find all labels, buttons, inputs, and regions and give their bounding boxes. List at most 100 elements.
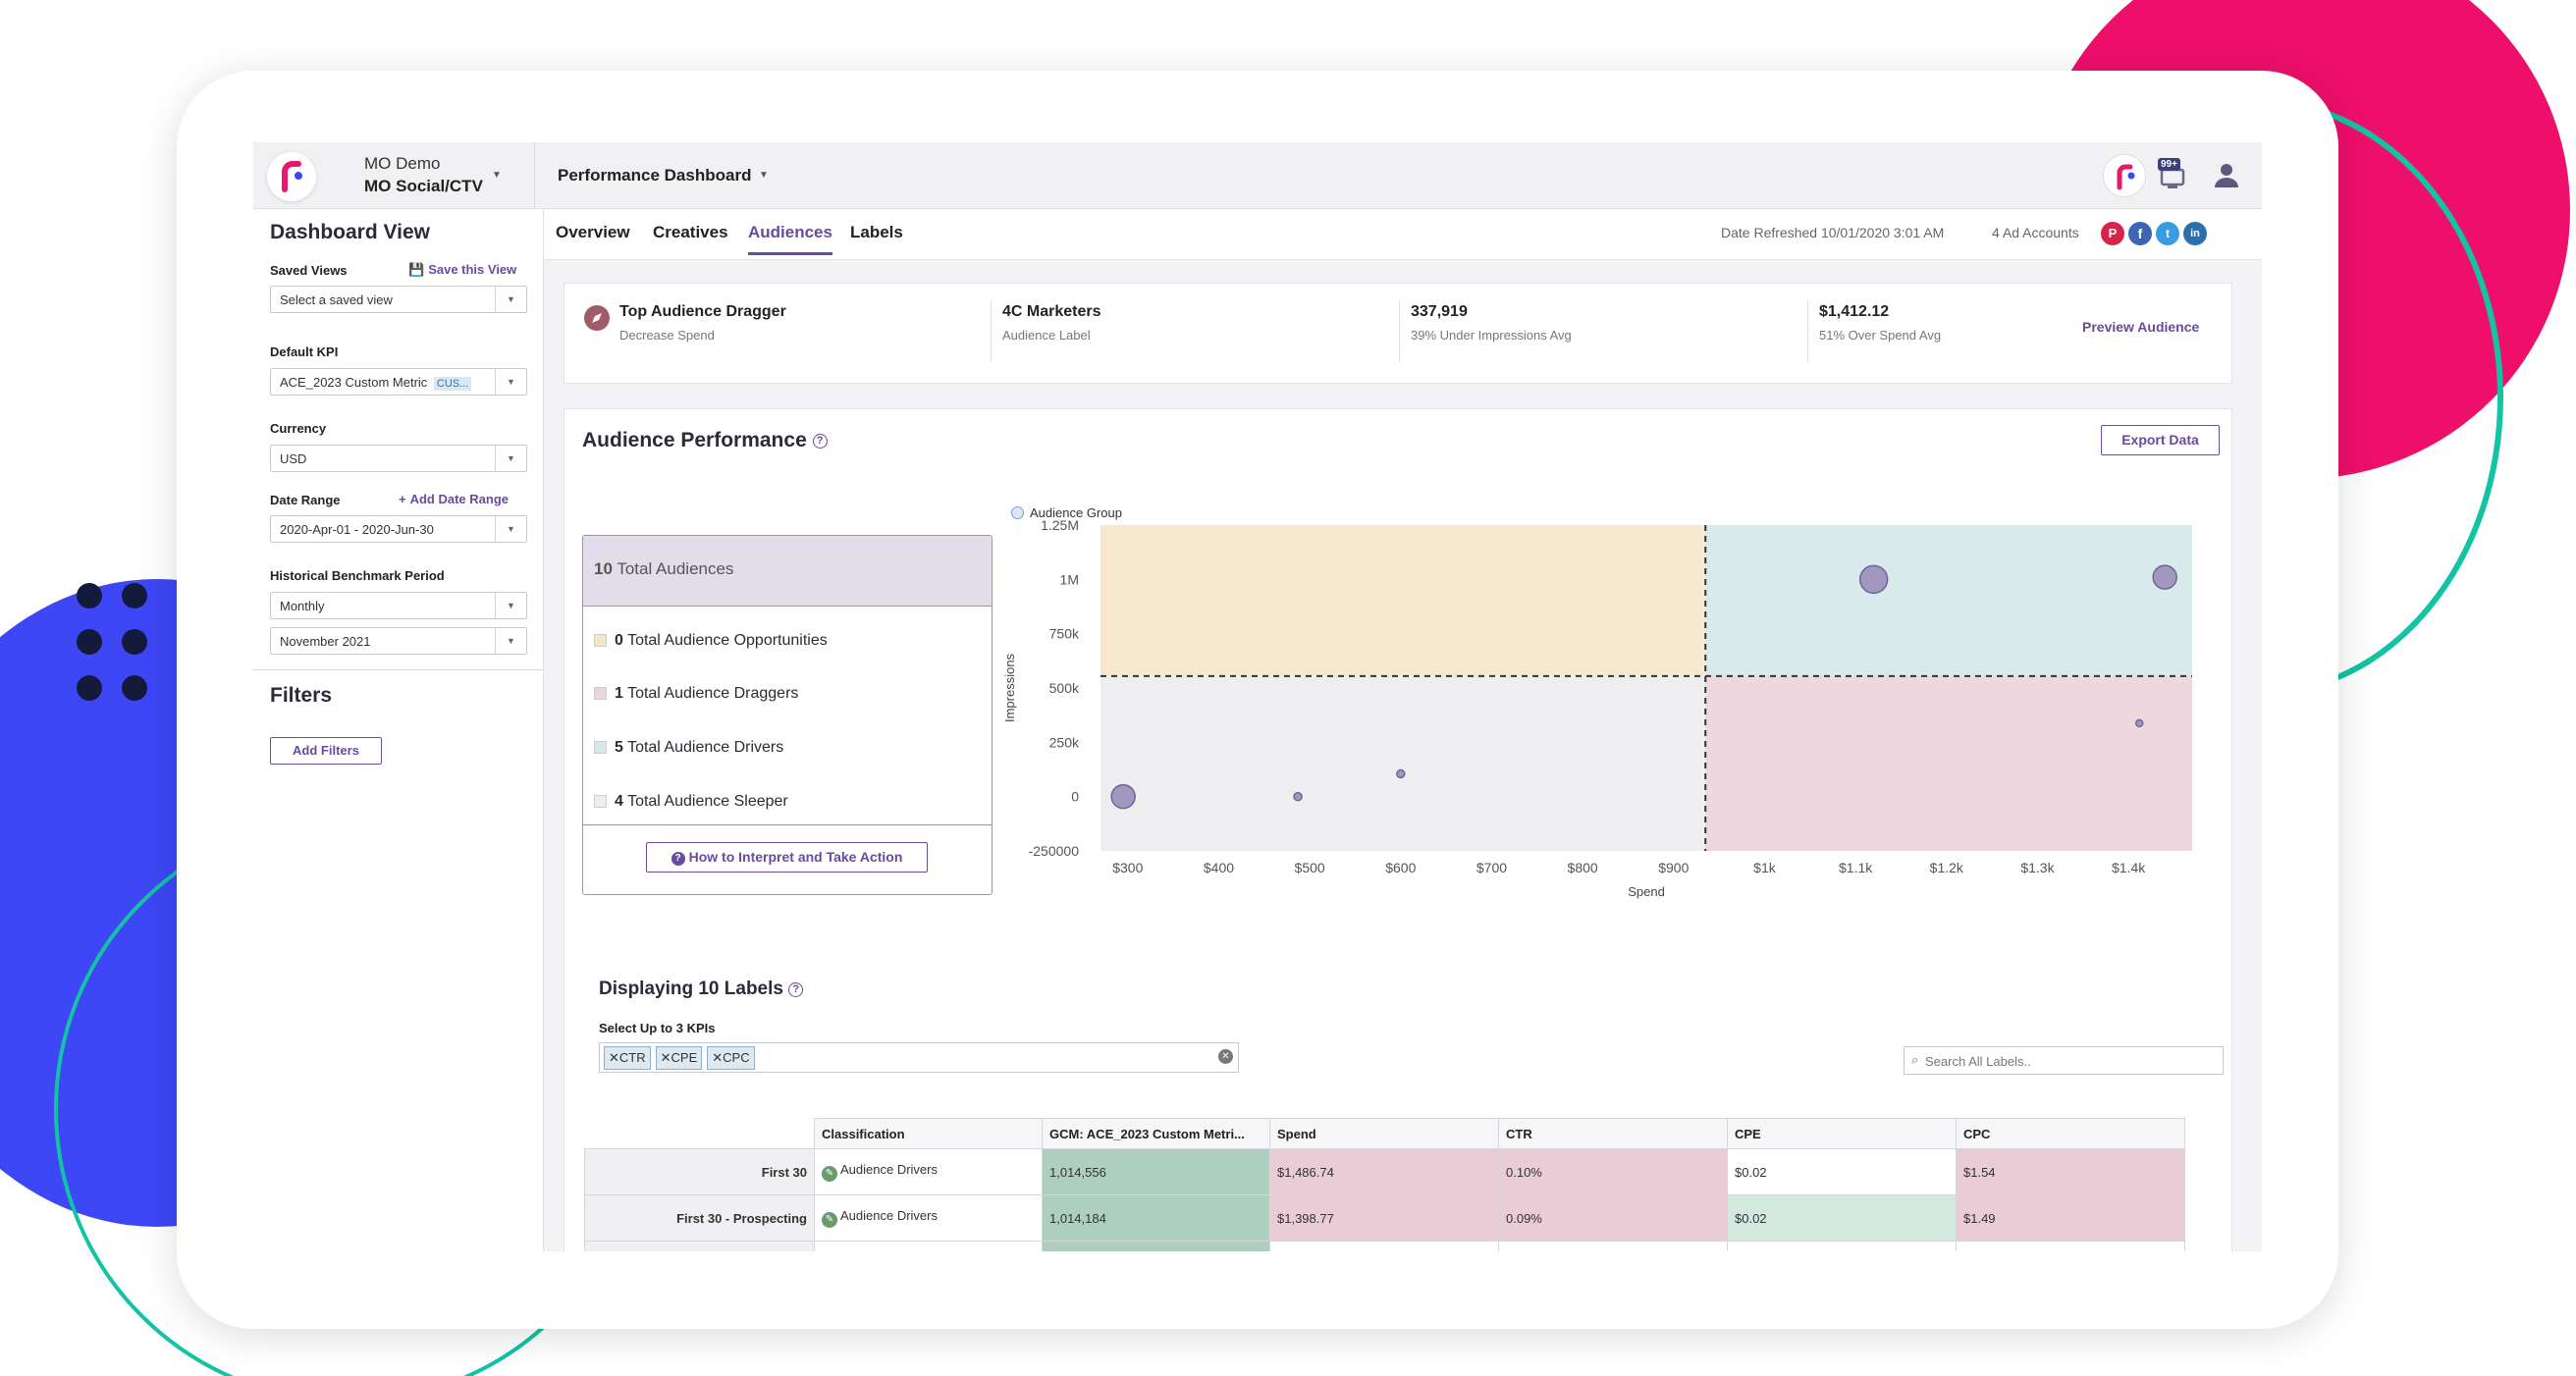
currency-select[interactable]: USD ▼ bbox=[270, 445, 527, 472]
user-avatar-icon[interactable] bbox=[2209, 158, 2244, 193]
row-label-name[interactable]: First 30 - Prospecting bbox=[584, 1194, 815, 1242]
tab-creatives[interactable]: Creatives bbox=[653, 223, 728, 241]
summary-label-name: 4C Marketers bbox=[1002, 303, 1101, 320]
dashboard-chevron-down-icon[interactable]: ▼ bbox=[759, 170, 769, 181]
save-view-link[interactable]: 💾 Save this View bbox=[408, 262, 516, 278]
chevron-down-icon: ▼ bbox=[495, 446, 526, 471]
kpi-multiselect[interactable]: ✕CTR ✕CPE ✕CPC ✕ bbox=[599, 1042, 1239, 1073]
benchmark-month-select[interactable]: November 2021 ▼ bbox=[270, 627, 527, 655]
x-tick-label: $1.3k bbox=[2020, 860, 2055, 875]
summary-divider bbox=[1807, 301, 1808, 362]
kpi-chip-cpc[interactable]: ✕CPC bbox=[707, 1046, 755, 1070]
benchmark-month-value: November 2021 bbox=[280, 634, 371, 649]
y-axis-label: Impressions bbox=[1002, 653, 1017, 722]
kpi-chip-label: CPE bbox=[671, 1050, 698, 1065]
logo[interactable] bbox=[267, 152, 316, 201]
cell-cpe: $0.02 bbox=[1727, 1194, 1957, 1242]
breakdown-divider bbox=[583, 824, 992, 825]
ad-accounts-count: 4 Ad Accounts bbox=[1992, 225, 2079, 240]
add-filters-button[interactable]: Add Filters bbox=[270, 737, 382, 765]
clear-all-icon[interactable]: ✕ bbox=[1218, 1049, 1233, 1064]
saved-views-label: Saved Views bbox=[270, 263, 348, 278]
kpi-chip-ctr[interactable]: ✕CTR bbox=[604, 1046, 651, 1070]
performance-title: Audience Performance ? bbox=[582, 429, 828, 452]
pinterest-icon[interactable]: P bbox=[2101, 222, 2124, 245]
search-placeholder: Search All Labels.. bbox=[1925, 1054, 2031, 1069]
how-to-interpret-button[interactable]: ? How to Interpret and Take Action bbox=[646, 842, 928, 873]
info-icon[interactable]: ? bbox=[788, 982, 804, 997]
performance-title-text: Audience Performance bbox=[582, 429, 807, 451]
date-range-select[interactable]: 2020-Apr-01 - 2020-Jun-30 ▼ bbox=[270, 515, 527, 543]
chart-marks: 1.25M 1M 750k 500k 250k 0 -250000 $300 $400 $500 $… bbox=[1002, 517, 2177, 899]
brand-logo-icon[interactable] bbox=[2103, 154, 2146, 197]
filters-title: Filters bbox=[270, 684, 333, 707]
x-tick-label: $900 bbox=[1658, 860, 1689, 875]
opportunities-text: Total Audience Opportunities bbox=[627, 632, 828, 649]
main-content: Overview Creatives Audiences Labels Date… bbox=[544, 209, 2262, 1251]
notifications-icon[interactable]: 99+ bbox=[2154, 156, 2193, 195]
table-row[interactable]: First 30 - Prospecting ✎ Audience Drivers… bbox=[584, 1194, 2185, 1242]
y-tick-label: 1M bbox=[1060, 571, 1079, 587]
table-header-spend[interactable]: Spend bbox=[1269, 1118, 1499, 1149]
benchmark-period-select[interactable]: Monthly ▼ bbox=[270, 592, 527, 619]
breakdown-opportunities[interactable]: 0 Total Audience Opportunities bbox=[583, 632, 992, 650]
search-labels[interactable]: ⌕ Search All Labels.. bbox=[1904, 1046, 2224, 1075]
summary-divider bbox=[1399, 301, 1400, 362]
summary-impressions: 337,919 bbox=[1411, 303, 1468, 320]
save-icon: 💾 bbox=[408, 262, 425, 277]
row-classification: ✎ Audience Drivers bbox=[814, 1194, 1043, 1242]
chevron-down-icon: ▼ bbox=[495, 287, 526, 312]
row-label-name[interactable]: First 30 bbox=[584, 1148, 815, 1195]
breakdown-drivers[interactable]: 5 Total Audience Drivers bbox=[583, 739, 992, 757]
device-frame: MO Demo MO Social/CTV ▼ Performance Dash… bbox=[177, 71, 2338, 1329]
tab-labels[interactable]: Labels bbox=[850, 223, 903, 241]
breakdown-sleepers[interactable]: 4 Total Audience Sleeper bbox=[583, 793, 992, 811]
linkedin-icon[interactable]: in bbox=[2183, 222, 2207, 245]
tab-overview[interactable]: Overview bbox=[556, 223, 630, 241]
tab-audiences[interactable]: Audiences bbox=[748, 223, 832, 255]
account-chevron-down-icon[interactable]: ▼ bbox=[492, 170, 502, 181]
remove-chip-icon[interactable]: ✕ bbox=[712, 1050, 724, 1065]
default-kpi-value: ACE_2023 Custom Metric bbox=[280, 375, 428, 390]
kpi-chip-label: CTR bbox=[618, 1050, 646, 1065]
sidebar: Dashboard View Saved Views 💾 Save this Vi… bbox=[253, 209, 544, 1251]
sub-account-name[interactable]: MO Social/CTV bbox=[364, 177, 483, 195]
how-to-interpret-label: How to Interpret and Take Action bbox=[688, 849, 903, 865]
info-icon[interactable]: ? bbox=[812, 434, 828, 449]
x-tick-label: $1.1k bbox=[1839, 860, 1873, 875]
export-data-button[interactable]: Export Data bbox=[2101, 425, 2220, 455]
labels-section-title: Displaying 10 Labels ? bbox=[599, 979, 804, 1000]
data-point bbox=[1858, 564, 1889, 595]
preview-audience-link[interactable]: Preview Audience bbox=[2082, 319, 2200, 335]
remove-chip-icon[interactable]: ✕ bbox=[660, 1050, 671, 1065]
data-point bbox=[2135, 718, 2144, 728]
table-header-cpc[interactable]: CPC bbox=[1956, 1118, 2185, 1149]
remove-chip-icon[interactable]: ✕ bbox=[609, 1050, 619, 1065]
default-kpi-select[interactable]: ACE_2023 Custom Metric CUS... ▼ bbox=[270, 368, 527, 396]
add-date-range-link[interactable]: + Add Date Range bbox=[399, 492, 509, 506]
facebook-icon[interactable]: f bbox=[2128, 222, 2152, 245]
dashboard-selector[interactable]: Performance Dashboard bbox=[558, 166, 752, 185]
add-date-range-label: Add Date Range bbox=[409, 492, 509, 506]
x-tick-label: $600 bbox=[1385, 860, 1416, 875]
breakdown-draggers[interactable]: 1 Total Audience Draggers bbox=[583, 685, 992, 703]
saved-view-select[interactable]: Select a saved view ▼ bbox=[270, 286, 527, 313]
chart-quadrants bbox=[1100, 525, 2192, 851]
kpi-chip-cpe[interactable]: ✕CPE bbox=[655, 1046, 703, 1070]
table-header-ctr[interactable]: CTR bbox=[1498, 1118, 1728, 1149]
x-tick-label: $700 bbox=[1476, 860, 1507, 875]
chevron-down-icon: ▼ bbox=[495, 628, 526, 654]
table-row[interactable]: First 30 ✎ Audience Drivers 1,014,556 $1,… bbox=[584, 1148, 2185, 1195]
classification-text: Audience Drivers bbox=[840, 1162, 938, 1177]
table-header-classification[interactable]: Classification bbox=[814, 1118, 1043, 1149]
benchmark-label: Historical Benchmark Period bbox=[270, 568, 445, 583]
date-range-label: Date Range bbox=[270, 493, 341, 507]
x-axis-label: Spend bbox=[1628, 884, 1665, 899]
table-header-cpe[interactable]: CPE bbox=[1727, 1118, 1957, 1149]
cell-kpi: 1,014,556 bbox=[1042, 1148, 1270, 1195]
total-audiences-row[interactable]: 10 Total Audiences bbox=[583, 536, 992, 607]
table-header-kpi[interactable]: GCM: ACE_2023 Custom Metri... bbox=[1042, 1118, 1270, 1149]
table-row[interactable] bbox=[584, 1241, 2185, 1251]
kpi-select-label: Select Up to 3 KPIs bbox=[599, 1021, 716, 1035]
twitter-icon[interactable]: t bbox=[2156, 222, 2179, 245]
